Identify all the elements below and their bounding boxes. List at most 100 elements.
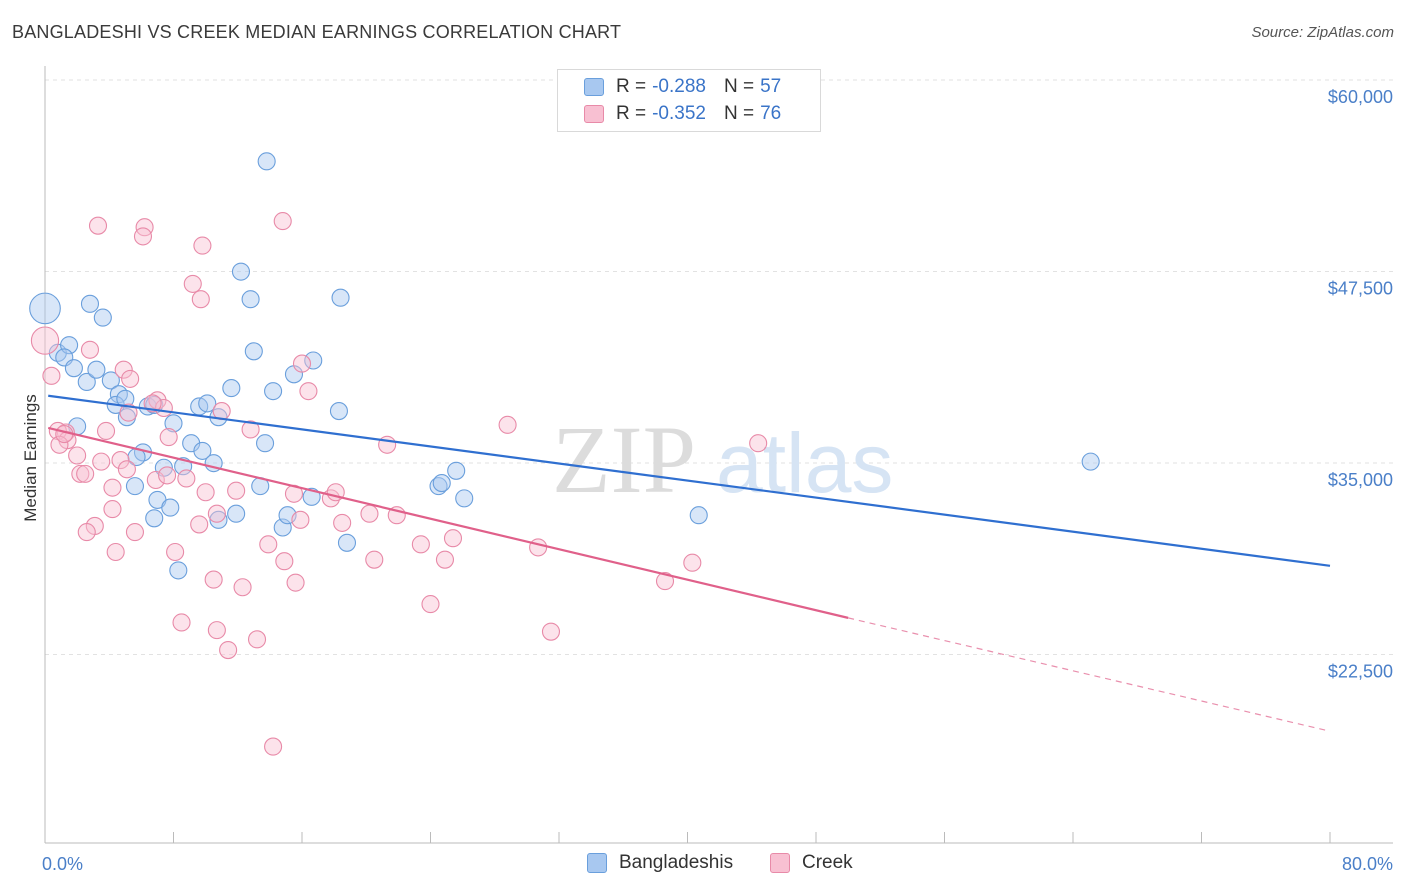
point-creek — [241, 420, 260, 439]
point-creek — [42, 366, 61, 385]
legend-swatch-creek — [584, 105, 604, 123]
series-label-creek: Creek — [802, 852, 853, 873]
legend-n-label: N = — [723, 76, 755, 97]
point-creek — [76, 464, 95, 483]
legend-n-label: N = — [723, 103, 755, 124]
series-label-bangladeshis: Bangladeshis — [619, 852, 734, 873]
point-bangladeshis — [138, 397, 157, 416]
series-swatch-bangladeshis — [587, 853, 607, 873]
trend-line-bangladeshis — [48, 394, 1331, 567]
point-creek — [68, 446, 87, 465]
point-creek — [148, 391, 167, 410]
correlation-legend: R = -0.288 N = 57 R = -0.352 N = 76 — [557, 69, 821, 132]
point-creek — [103, 478, 122, 497]
point-creek — [96, 421, 116, 441]
point-creek — [443, 529, 463, 548]
point-creek — [177, 469, 196, 488]
trend-line-creek-extrapolated — [847, 617, 1331, 732]
point-creek — [106, 542, 125, 562]
y-tick-label: $35,000 — [1328, 470, 1393, 490]
point-bangladeshis — [447, 461, 466, 480]
point-creek — [77, 523, 96, 542]
axes — [44, 66, 1393, 844]
point-creek — [207, 504, 226, 523]
point-bangladeshis — [222, 379, 241, 398]
point-bangladeshis — [101, 371, 120, 390]
point-creek — [143, 394, 162, 413]
point-bangladeshis — [145, 509, 164, 528]
point-creek — [219, 641, 238, 660]
point-bangladeshis — [198, 394, 217, 413]
point-creek — [166, 542, 185, 562]
point-creek — [227, 481, 246, 500]
point-bangladeshis — [337, 533, 357, 552]
y-tick-label: $47,500 — [1328, 279, 1393, 299]
point-creek — [125, 523, 144, 542]
point-bangladeshis — [164, 414, 183, 433]
point-bangladeshis — [125, 477, 144, 496]
legend-r-label: R = — [616, 103, 647, 124]
point-bangladeshis — [455, 489, 474, 508]
point-bangladeshis — [77, 372, 96, 392]
y-tick-label: $60,000 — [1328, 87, 1393, 107]
point-creek — [71, 464, 90, 483]
gridlines — [45, 79, 1393, 655]
point-creek — [30, 326, 60, 355]
point-bangladeshis — [689, 506, 708, 525]
point-creek — [365, 550, 384, 569]
point-creek — [183, 274, 202, 293]
legend-row-creek: R = -0.352 N = 76 — [584, 102, 781, 126]
series-swatch-creek — [770, 853, 790, 873]
point-creek — [196, 483, 215, 502]
point-creek — [683, 553, 702, 572]
watermark-atlas: atlas — [716, 416, 893, 510]
legend-swatch-bangladeshis — [584, 78, 604, 96]
point-creek — [119, 403, 138, 422]
point-bangladeshis — [244, 342, 263, 361]
point-creek — [204, 570, 223, 589]
point-bangladeshis — [193, 441, 212, 460]
series-legend-creek[interactable]: Creek — [770, 852, 853, 874]
point-creek — [159, 428, 178, 447]
point-creek — [498, 415, 517, 434]
point-bangladeshis — [29, 292, 61, 325]
point-creek — [292, 354, 312, 373]
point-creek — [247, 630, 267, 649]
x-tick-max: 80.0% — [1342, 854, 1393, 874]
watermark-zip: ZIP — [552, 406, 696, 513]
point-bangladeshis — [329, 402, 348, 421]
point-bangladeshis — [227, 504, 246, 523]
chart-title: BANGLADESHI VS CREEK MEDIAN EARNINGS COR… — [12, 22, 622, 42]
point-creek — [158, 466, 177, 485]
point-creek — [190, 515, 209, 534]
point-creek — [360, 504, 379, 523]
point-bangladeshis — [169, 561, 188, 580]
trend-line-creek — [47, 426, 849, 619]
legend-r-value: -0.352 — [652, 103, 706, 124]
point-creek — [207, 621, 226, 640]
point-bangladeshis — [116, 389, 135, 408]
point-bangladeshis — [241, 290, 260, 309]
legend-r-label: R = — [616, 76, 647, 97]
data-points — [29, 152, 1100, 756]
point-bangladeshis — [64, 359, 83, 378]
point-creek — [259, 535, 278, 554]
y-tick-label: $22,500 — [1328, 662, 1393, 682]
point-creek — [541, 622, 561, 641]
point-creek — [655, 572, 675, 591]
point-creek — [275, 552, 294, 571]
point-creek — [146, 470, 165, 490]
legend-n-value: 57 — [760, 76, 782, 97]
point-creek — [88, 216, 108, 235]
point-bangladeshis — [432, 474, 451, 493]
point-bangladeshis — [231, 262, 251, 281]
point-bangladeshis — [1081, 452, 1100, 471]
legend-r-value: -0.288 — [652, 76, 706, 97]
point-creek — [435, 550, 455, 569]
y-axis-label: Median Earnings — [21, 394, 40, 522]
point-creek — [172, 613, 191, 632]
y-tick-labels: $60,000 $47,500 $35,000 $22,500 — [1328, 87, 1393, 682]
source-credit: Source: ZipAtlas.com — [1251, 24, 1394, 41]
series-legend-bangladeshis[interactable]: Bangladeshis — [587, 852, 733, 874]
